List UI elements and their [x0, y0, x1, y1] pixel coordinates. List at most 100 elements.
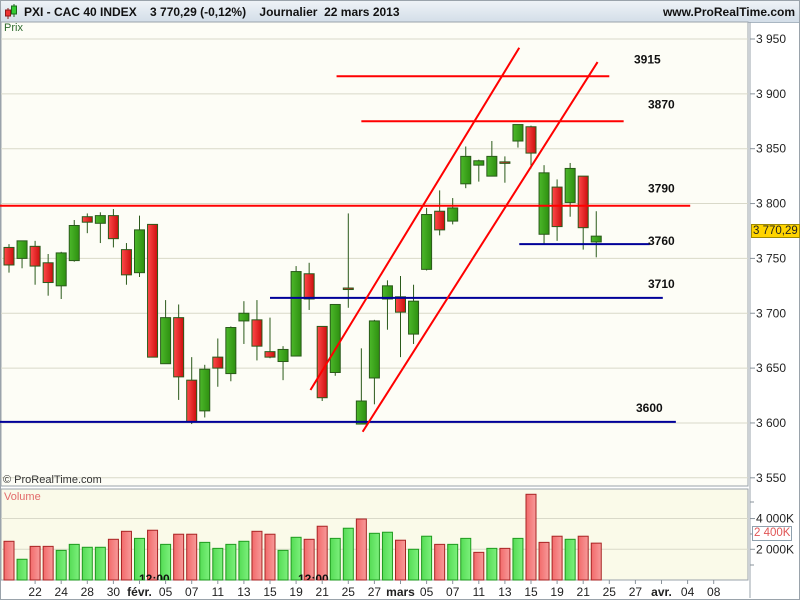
- intraday-time-label: 12:00: [139, 572, 170, 580]
- level-label: 3915: [634, 52, 661, 66]
- copyright-label: © ProRealTime.com: [3, 474, 102, 486]
- bullish-candle: [564, 167, 576, 203]
- date-axis-label: 25: [603, 585, 617, 599]
- bullish-candle: [16, 240, 28, 259]
- date-axis-label: 11: [473, 585, 486, 599]
- volume-bar: [355, 518, 367, 581]
- volume-bar: [421, 535, 433, 581]
- date-axis-label: mars: [386, 585, 415, 599]
- bearish-candle: [395, 296, 406, 313]
- volume-bar: [564, 538, 576, 581]
- date-axis-label: 15: [524, 585, 538, 599]
- bullish-candle: [199, 368, 211, 412]
- date-axis-label: 25: [342, 585, 356, 599]
- price-axis-label: 3 550: [756, 471, 786, 485]
- volume-bar: [551, 535, 563, 581]
- candlestick-logo-icon: [5, 4, 17, 19]
- bearish-candle: [499, 161, 511, 164]
- bullish-candle: [512, 124, 524, 142]
- volume-bar: [225, 543, 237, 581]
- date-axis-label: 13: [498, 585, 512, 599]
- price-axis-label: 3 600: [756, 416, 786, 430]
- volume-bar: [42, 545, 54, 581]
- bullish-candle: [460, 155, 472, 185]
- volume-bar: [447, 543, 459, 581]
- date-axis-label: 21: [577, 585, 591, 599]
- volume-pane-label: Volume: [4, 491, 41, 503]
- bearish-candle: [29, 245, 41, 267]
- date-axis-label: 08: [707, 585, 721, 599]
- date-axis-label: 27: [629, 585, 643, 599]
- trend-line: [361, 61, 599, 433]
- volume-bar: [434, 543, 446, 581]
- price-axis-label: 3 950: [756, 32, 786, 46]
- date-axis-label: 07: [185, 585, 199, 599]
- bullish-candle: [408, 300, 420, 335]
- volume-bar: [486, 547, 498, 581]
- trend-line: [309, 47, 521, 391]
- volume-bar: [342, 527, 354, 581]
- date-axis-label: 27: [368, 585, 382, 599]
- bullish-candle: [225, 327, 237, 375]
- volume-bar: [186, 533, 198, 581]
- volume-bar: [277, 549, 289, 581]
- volume-bar: [199, 541, 211, 581]
- volume-bar: [173, 533, 185, 581]
- date-axis-label: févr.: [127, 585, 152, 599]
- volume-bar: [473, 551, 485, 581]
- level-label: 3760: [648, 234, 675, 248]
- bullish-candle: [473, 160, 485, 166]
- volume-bar: [577, 535, 589, 581]
- bullish-candle: [160, 317, 172, 365]
- price-pane[interactable]: [0, 21, 749, 487]
- date-axis-label: 24: [55, 585, 69, 599]
- bullish-candle: [381, 285, 393, 300]
- date-axis-label: 19: [550, 585, 564, 599]
- volume-bar: [368, 532, 380, 581]
- bullish-candle: [290, 271, 302, 357]
- date-axis-label: 05: [420, 585, 434, 599]
- bullish-candle: [538, 172, 550, 235]
- date-axis-label: 30: [107, 585, 121, 599]
- date-axis-label: 13: [237, 585, 251, 599]
- bearish-candle: [186, 379, 198, 423]
- bullish-candle: [134, 229, 145, 274]
- bearish-candle: [342, 287, 354, 291]
- price-axis-label: 3 750: [756, 251, 786, 265]
- volume-bar: [590, 542, 602, 581]
- bearish-candle: [434, 210, 446, 231]
- date-axis-label: 22: [28, 585, 42, 599]
- date-axis-label: 15: [263, 585, 277, 599]
- bearish-candle: [264, 351, 276, 358]
- price-axis-label: 3 650: [756, 361, 786, 375]
- bearish-candle: [577, 175, 589, 229]
- volume-bar: [29, 545, 41, 581]
- price-axis-label: 3 700: [756, 306, 786, 320]
- volume-bar: [408, 548, 420, 581]
- volume-bar: [147, 529, 159, 581]
- bullish-candle: [329, 303, 341, 373]
- volume-bar: [55, 549, 67, 581]
- bullish-candle: [486, 155, 498, 177]
- level-label: 3600: [636, 401, 663, 415]
- bearish-candle: [525, 126, 537, 154]
- bearish-candle: [147, 223, 159, 358]
- site-link[interactable]: www.ProRealTime.com: [662, 5, 795, 19]
- bullish-candle: [421, 214, 433, 270]
- level-label: 3790: [648, 182, 675, 196]
- bullish-candle: [68, 224, 80, 262]
- volume-bar: [68, 543, 80, 581]
- volume-bar: [525, 493, 537, 581]
- volume-bar: [499, 547, 511, 581]
- date-axis-label: 05: [159, 585, 173, 599]
- bullish-candle: [355, 400, 367, 425]
- date-axis-label: 07: [446, 585, 460, 599]
- bullish-candle: [238, 312, 250, 322]
- intraday-time-label: 12:00: [298, 572, 329, 580]
- volume-bar: [251, 530, 263, 581]
- bearish-candle: [316, 325, 328, 399]
- level-label: 3710: [648, 277, 675, 291]
- volume-bar: [395, 539, 406, 581]
- bullish-candle: [94, 215, 106, 224]
